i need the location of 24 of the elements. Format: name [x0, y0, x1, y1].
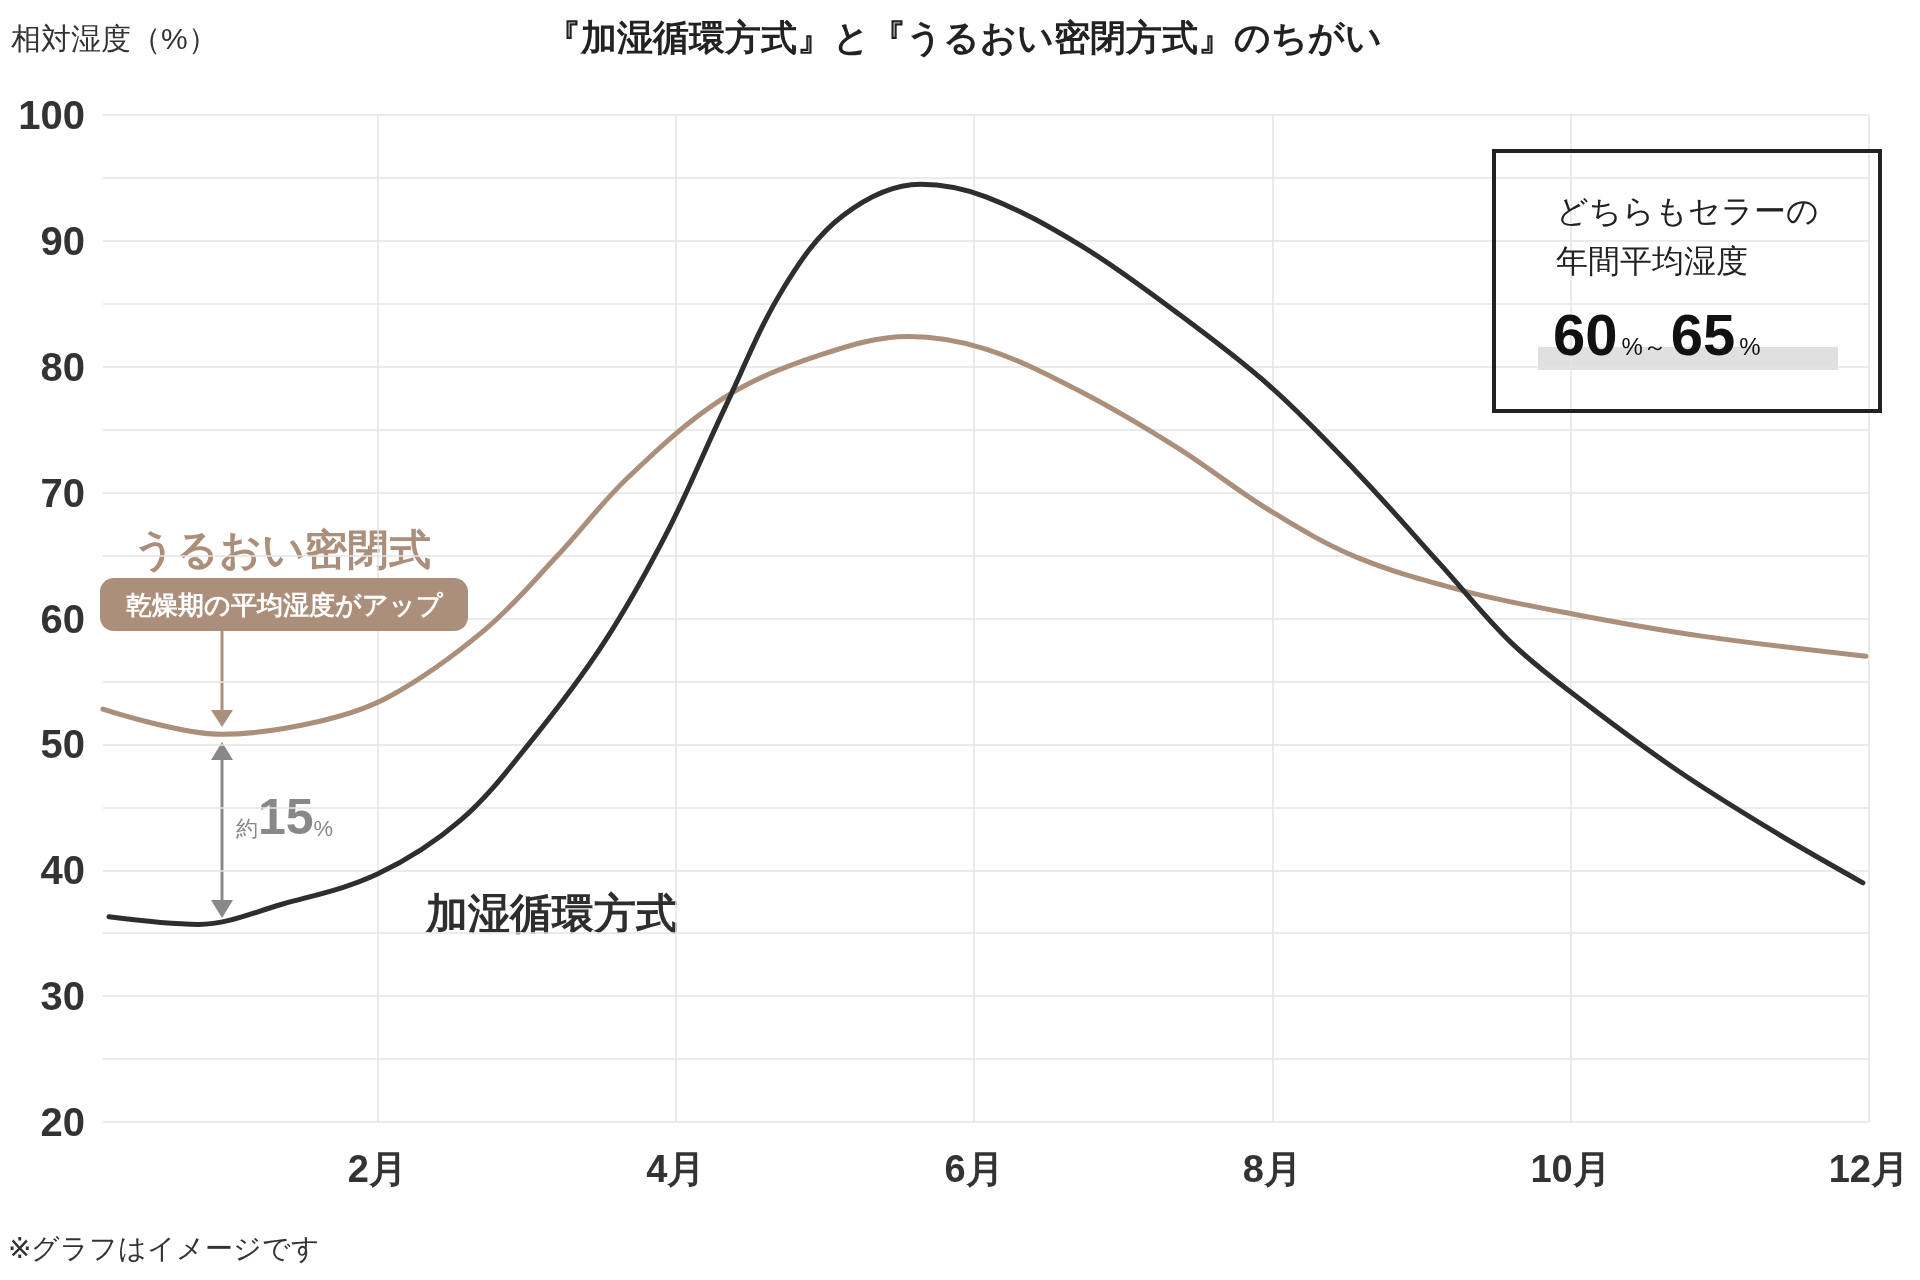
x-tick-label: 6月 [944, 1148, 1004, 1190]
y-tick-label: 30 [40, 974, 85, 1019]
x-tick-label: 8月 [1242, 1148, 1302, 1190]
series-label: 加湿循環方式 [425, 889, 678, 937]
y-tick-label: 60 [40, 596, 85, 641]
x-tick-label: 12月 [1828, 1148, 1910, 1190]
text: ※グラフはイメージです [8, 1232, 321, 1264]
x-tick-label: 2月 [347, 1148, 407, 1190]
y-axis-title: 相対湿度（%） [11, 21, 218, 55]
y-tick-label: 80 [40, 344, 85, 389]
y-tick-label: 20 [40, 1100, 85, 1144]
annotation: どちらもセラーの年間平均湿度 [1556, 193, 1819, 279]
y-tick-label: 90 [40, 218, 85, 263]
y-tick-label: 100 [18, 93, 85, 137]
annotation: 約15% [236, 789, 334, 845]
x-tick-label: 10月 [1530, 1148, 1611, 1190]
annotation: 乾燥期の平均湿度がアップ [125, 590, 444, 620]
y-tick-label: 70 [40, 470, 85, 515]
annotation: 60%～65% [1553, 301, 1761, 367]
series-label: うるおい密閉式 [133, 525, 431, 573]
chart-title: 『加湿循環方式』と『うるおい密閉方式』のちがい [544, 16, 1382, 58]
y-tick-label: 40 [40, 848, 85, 893]
x-tick-label: 4月 [646, 1148, 706, 1190]
y-tick-label: 50 [40, 722, 85, 767]
